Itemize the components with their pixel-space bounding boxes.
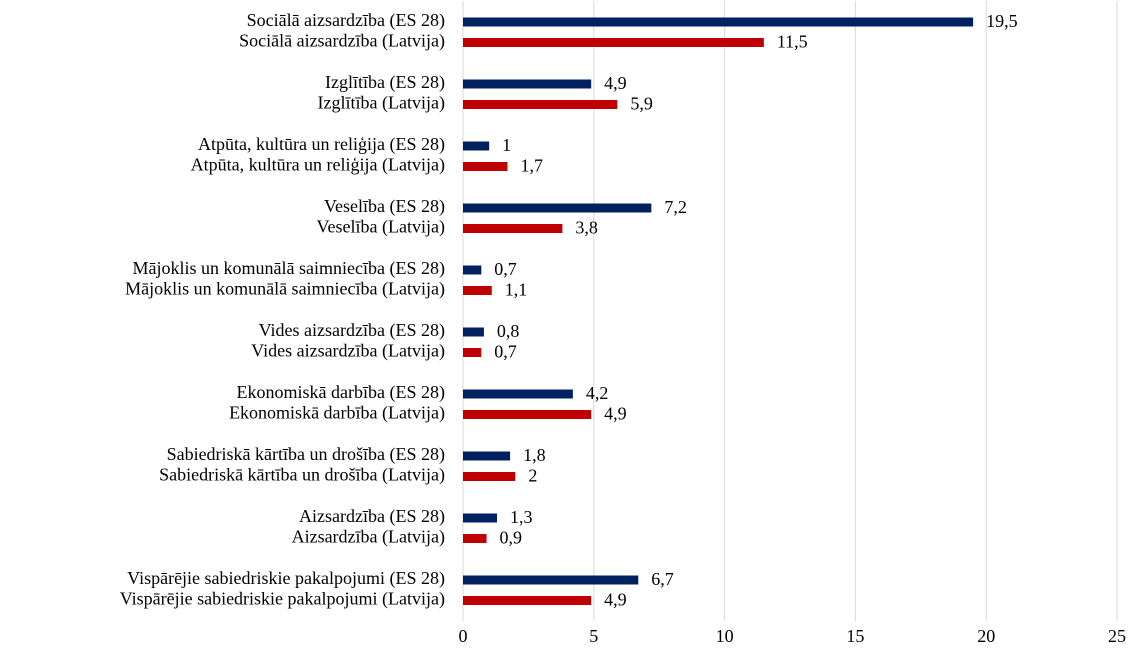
value-label: 19,5	[986, 11, 1018, 31]
y-tick-label: Ekonomiskā darbība (ES 28)	[237, 382, 445, 403]
y-tick-label: Vides aizsardzība (ES 28)	[259, 320, 445, 341]
y-tick-label: Izglītība (ES 28)	[325, 72, 445, 93]
bar	[463, 534, 487, 543]
bar	[463, 575, 639, 585]
value-label: 11,5	[777, 32, 808, 52]
bar	[463, 327, 484, 337]
x-tick-label: 25	[1108, 626, 1126, 646]
value-label: 1,3	[510, 507, 533, 527]
bar	[463, 141, 490, 151]
value-label: 6,7	[651, 569, 674, 589]
bar	[463, 451, 511, 461]
value-label: 4,9	[604, 404, 627, 424]
y-tick-label: Atpūta, kultūra un reliģija (Latvija)	[191, 155, 445, 176]
x-tick-label: 0	[459, 626, 468, 646]
y-tick-label: Atpūta, kultūra un reliģija (ES 28)	[198, 134, 445, 155]
y-tick-label: Sabiedriskā kārtība un drošība (ES 28)	[167, 444, 445, 465]
x-tick-label: 10	[716, 626, 734, 646]
x-tick-label: 5	[589, 626, 598, 646]
value-label: 4,9	[604, 590, 627, 610]
bar	[463, 472, 516, 481]
y-tick-label: Aizsardzība (ES 28)	[299, 506, 445, 527]
y-tick-label: Vispārējie sabiedriskie pakalpojumi (Lat…	[120, 589, 445, 610]
y-tick-label: Mājoklis un komunālā saimniecība (ES 28)	[133, 258, 445, 279]
bar	[463, 100, 618, 109]
y-tick-label: Vispārējie sabiedriskie pakalpojumi (ES …	[127, 568, 445, 589]
value-label: 1,8	[523, 445, 546, 465]
x-tick-label: 20	[977, 626, 995, 646]
value-label: 7,2	[664, 197, 687, 217]
bar	[463, 513, 498, 523]
bar	[463, 389, 573, 399]
bar	[463, 596, 592, 605]
x-tick-label: 15	[846, 626, 864, 646]
value-label: 2	[528, 466, 537, 486]
value-label: 3,8	[575, 218, 598, 238]
y-tick-label: Aizsardzība (Latvija)	[292, 527, 445, 548]
y-tick-label: Izglītība (Latvija)	[318, 93, 445, 114]
value-label: 1,1	[505, 280, 528, 300]
value-label: 0,7	[494, 342, 517, 362]
y-tick-label: Veselība (ES 28)	[324, 196, 445, 217]
bar	[463, 38, 764, 47]
value-label: 0,7	[494, 259, 517, 279]
value-label: 4,9	[604, 73, 627, 93]
bar	[463, 348, 482, 357]
value-label: 0,8	[497, 321, 519, 341]
y-tick-label: Mājoklis un komunālā saimniecība (Latvij…	[125, 279, 445, 300]
y-tick-label: Sabiedriskā kārtība un drošība (Latvija)	[159, 465, 445, 486]
y-tick-label: Sociālā aizsardzība (ES 28)	[247, 10, 445, 31]
bar	[463, 265, 482, 275]
bar	[463, 286, 492, 295]
y-tick-label: Sociālā aizsardzība (Latvija)	[239, 31, 445, 52]
bar	[463, 224, 563, 233]
y-tick-label: Vides aizsardzība (Latvija)	[251, 341, 445, 362]
bar	[463, 79, 592, 89]
y-tick-label: Ekonomiskā darbība (Latvija)	[229, 403, 445, 424]
bar	[463, 17, 974, 27]
bar	[463, 162, 508, 171]
value-label: 1,7	[520, 156, 543, 176]
value-label: 5,9	[630, 94, 653, 114]
y-tick-label: Veselība (Latvija)	[317, 217, 445, 238]
bar	[463, 410, 592, 419]
value-label: 1	[502, 135, 511, 155]
value-label: 4,2	[586, 383, 609, 403]
bar	[463, 203, 652, 213]
value-label: 0,9	[500, 528, 523, 548]
